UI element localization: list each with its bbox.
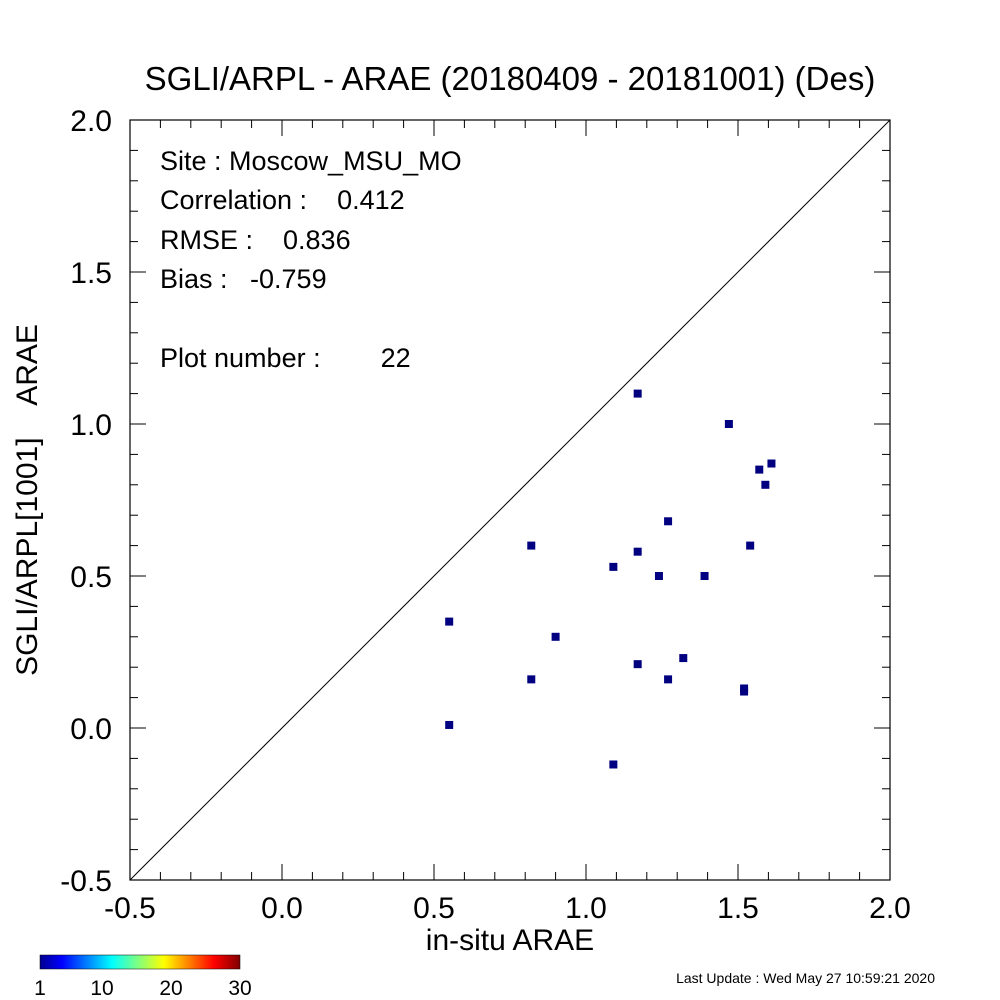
data-point	[700, 572, 709, 580]
x-tick-label: 1.0	[565, 892, 607, 925]
stat-site: Site : Moscow_MSU_MO	[160, 146, 462, 176]
data-point	[633, 660, 642, 669]
colorbar-label-20: 20	[159, 977, 182, 1000]
data-point	[654, 572, 663, 580]
data-point	[527, 675, 536, 684]
x-tick-labels: -0.5 0.0 0.5 1.0 1.5 2.0	[104, 892, 911, 925]
data-point	[664, 517, 673, 526]
data-point	[551, 632, 560, 641]
data-point	[633, 547, 642, 556]
data-point	[633, 389, 642, 398]
y-tick-labels: -0.5 0.0 0.5 1.0 1.5 2.0	[60, 105, 112, 898]
data-points	[445, 389, 776, 769]
plot-frame	[129, 119, 891, 881]
data-point	[527, 541, 536, 550]
y-tick-label: 2.0	[70, 105, 112, 138]
y-tick-label: 0.0	[70, 713, 112, 746]
x-axis-label: in-situ ARAE	[426, 924, 594, 957]
data-point	[609, 760, 618, 769]
x-tick-label: 0.0	[261, 892, 303, 925]
data-point	[740, 687, 749, 696]
stat-bias: Bias : -0.759	[160, 264, 327, 294]
one-to-one-line	[130, 120, 890, 880]
y-tick-label: 0.5	[70, 561, 112, 594]
axis-ticks	[129, 119, 891, 881]
stat-rmse: RMSE : 0.836	[160, 225, 351, 255]
colorbar: 1 10 20 30	[34, 954, 252, 1000]
data-point	[445, 617, 454, 626]
data-point	[767, 459, 776, 468]
colorbar-label-10: 10	[90, 977, 113, 1000]
data-point	[609, 562, 618, 571]
x-tick-label: -0.5	[104, 892, 156, 925]
data-point	[664, 675, 673, 684]
y-axis-label: SGLI/ARPL[1001] ARAE	[11, 324, 44, 676]
data-point	[724, 420, 733, 428]
stat-correlation: Correlation : 0.412	[160, 185, 405, 215]
data-point	[755, 465, 764, 474]
data-point	[445, 720, 454, 729]
y-tick-label: -0.5	[60, 865, 112, 898]
colorbar-label-1: 1	[34, 977, 46, 1000]
y-tick-label: 1.5	[70, 257, 112, 290]
x-tick-label: 1.5	[717, 892, 759, 925]
x-tick-label: 2.0	[869, 892, 911, 925]
data-point	[679, 654, 688, 663]
y-tick-label: 1.0	[70, 409, 112, 442]
stat-plot-number: Plot number : 22	[160, 343, 411, 373]
colorbar-label-30: 30	[228, 977, 251, 1000]
data-point	[746, 541, 755, 550]
chart-title: SGLI/ARPL - ARAE (20180409 - 20181001) (…	[145, 60, 876, 97]
data-point	[761, 480, 770, 489]
last-update: Last Update : Wed May 27 10:59:21 2020	[676, 970, 935, 986]
stats-box: Site : Moscow_MSU_MO Correlation : 0.412…	[160, 146, 462, 373]
x-tick-label: 0.5	[413, 892, 455, 925]
colorbar-gradient	[39, 954, 241, 970]
